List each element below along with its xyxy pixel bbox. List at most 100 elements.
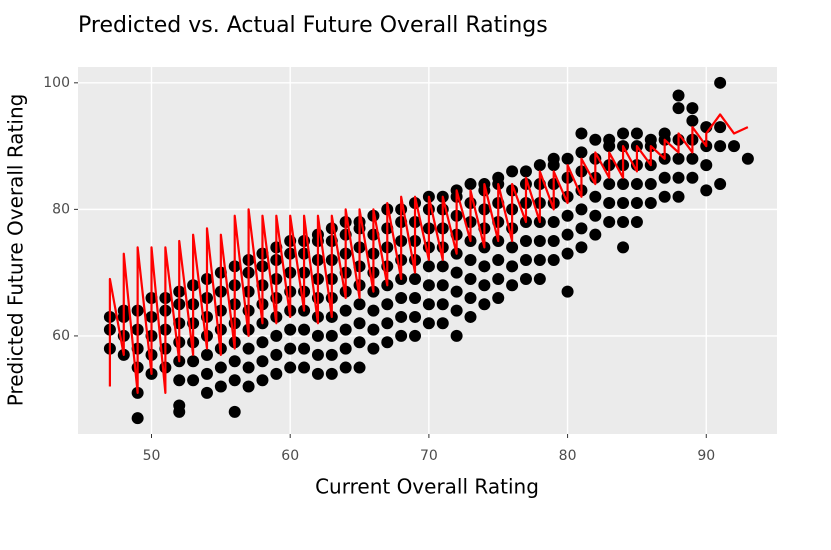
point <box>339 342 352 355</box>
point <box>284 323 297 336</box>
point <box>561 247 574 260</box>
point <box>575 241 588 254</box>
point <box>298 323 311 336</box>
point <box>464 253 477 266</box>
point <box>603 133 616 146</box>
point <box>325 348 338 361</box>
point <box>658 171 671 184</box>
point <box>492 291 505 304</box>
point <box>561 228 574 241</box>
point <box>700 159 713 172</box>
point <box>270 329 283 342</box>
point <box>242 361 255 374</box>
point <box>409 310 422 323</box>
point <box>617 216 630 229</box>
point <box>547 253 560 266</box>
point <box>464 310 477 323</box>
point <box>381 336 394 349</box>
point <box>644 197 657 210</box>
point <box>478 260 491 273</box>
point <box>395 310 408 323</box>
point <box>519 165 532 178</box>
point <box>381 317 394 330</box>
point <box>589 209 602 222</box>
y-tick-label: 80 <box>52 201 70 217</box>
point <box>395 329 408 342</box>
point <box>589 133 602 146</box>
point <box>492 272 505 285</box>
point <box>478 298 491 311</box>
point <box>409 329 422 342</box>
point <box>700 184 713 197</box>
x-axis-title: Current Overall Rating <box>315 475 539 499</box>
point <box>200 348 213 361</box>
point <box>561 209 574 222</box>
point <box>617 197 630 210</box>
point <box>658 190 671 203</box>
point <box>298 361 311 374</box>
point <box>547 152 560 165</box>
point <box>325 329 338 342</box>
point <box>714 121 727 134</box>
y-axis-title: Predicted Future Overall Rating <box>4 94 28 407</box>
point <box>450 285 463 298</box>
x-tick-label: 50 <box>143 448 161 464</box>
point <box>256 336 269 349</box>
point <box>547 216 560 229</box>
point <box>367 342 380 355</box>
point <box>311 329 324 342</box>
point <box>533 253 546 266</box>
point <box>741 152 754 165</box>
point <box>533 235 546 248</box>
point <box>644 133 657 146</box>
point <box>686 171 699 184</box>
point <box>436 298 449 311</box>
point <box>714 178 727 191</box>
point <box>367 323 380 336</box>
point <box>644 178 657 191</box>
point <box>728 140 741 153</box>
point <box>353 298 366 311</box>
point <box>450 266 463 279</box>
point <box>422 260 435 273</box>
point <box>575 127 588 140</box>
point <box>492 253 505 266</box>
point <box>298 342 311 355</box>
line <box>108 113 749 394</box>
point <box>395 291 408 304</box>
y-tick-label: 100 <box>43 75 70 91</box>
point <box>658 127 671 140</box>
point <box>325 367 338 380</box>
point <box>464 272 477 285</box>
point <box>353 317 366 330</box>
point <box>436 260 449 273</box>
point <box>575 203 588 216</box>
point <box>672 171 685 184</box>
x-tick-label: 70 <box>420 448 438 464</box>
point <box>450 329 463 342</box>
point <box>284 361 297 374</box>
x-tick-label: 80 <box>559 448 577 464</box>
point <box>256 355 269 368</box>
point <box>533 272 546 285</box>
point <box>506 165 519 178</box>
point <box>617 241 630 254</box>
point <box>367 304 380 317</box>
point <box>575 146 588 159</box>
point <box>422 298 435 311</box>
point <box>506 279 519 292</box>
point <box>630 216 643 229</box>
point <box>561 285 574 298</box>
point <box>533 159 546 172</box>
point <box>311 367 324 380</box>
point <box>450 304 463 317</box>
point <box>589 190 602 203</box>
point <box>686 152 699 165</box>
point <box>256 374 269 387</box>
point <box>339 323 352 336</box>
point <box>339 304 352 317</box>
point <box>506 260 519 273</box>
point <box>187 355 200 368</box>
point <box>422 279 435 292</box>
